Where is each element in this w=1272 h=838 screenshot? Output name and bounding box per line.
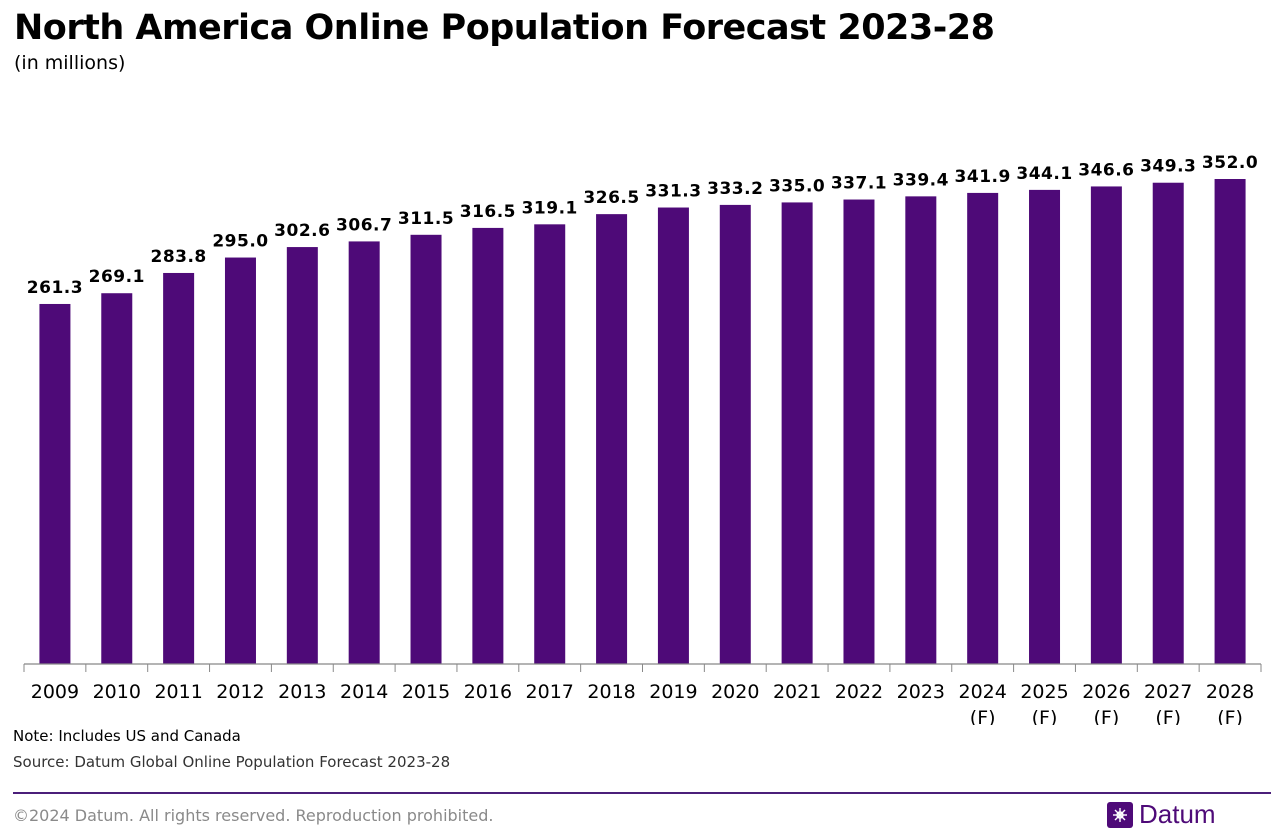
x-tick-label: 2009	[31, 681, 79, 703]
datum-logo-icon	[1107, 801, 1133, 828]
data-label: 302.6	[274, 221, 330, 241]
x-tick-label: 2014	[340, 681, 388, 703]
x-tick-label: 2025 (F)	[1020, 681, 1068, 725]
chart-subtitle: (in millions)	[14, 52, 126, 74]
x-tick-label: 2022	[835, 681, 883, 703]
data-label: 295.0	[212, 232, 268, 252]
brand-logo: Datum	[1107, 799, 1216, 830]
data-label: 283.8	[150, 247, 206, 267]
data-label: 344.1	[1016, 164, 1072, 184]
data-label: 306.7	[336, 215, 392, 235]
bar	[163, 272, 195, 664]
x-tick-label: 2024 (F)	[958, 681, 1006, 725]
x-tick-label: 2018	[587, 681, 635, 703]
x-tick-label: 2012	[216, 681, 264, 703]
bar	[410, 234, 442, 664]
chart-source: Source: Datum Global Online Population F…	[13, 753, 451, 771]
x-tick-label: 2015	[402, 681, 450, 703]
bar	[224, 257, 256, 664]
x-tick-label: 2010	[93, 681, 141, 703]
x-tick-label: 2016	[464, 681, 512, 703]
bar	[39, 303, 71, 664]
bar	[781, 202, 813, 665]
data-label: 311.5	[398, 209, 454, 229]
brand-name: Datum	[1139, 799, 1216, 829]
bar	[472, 227, 504, 665]
x-tick-label: 2011	[154, 681, 202, 703]
x-tick-label: 2027 (F)	[1144, 681, 1192, 725]
data-label: 335.0	[769, 176, 825, 196]
x-tick-label: 2023	[897, 681, 945, 703]
data-label: 341.9	[955, 167, 1011, 187]
x-tick-label: 2026 (F)	[1082, 681, 1130, 725]
x-tick-label: 2013	[278, 681, 326, 703]
bar	[286, 247, 318, 664]
bar-chart: 261.3 2009 269.1 2010 283.8 2011 295.0 2012 302.…	[23, 153, 1262, 725]
data-label: 333.2	[707, 179, 763, 199]
data-label: 261.3	[27, 278, 83, 298]
bar	[348, 241, 380, 664]
data-label: 316.5	[460, 202, 516, 222]
footer-divider	[13, 792, 1271, 794]
bar	[657, 207, 689, 664]
x-tick-label: 2020	[711, 681, 759, 703]
x-tick-label: 2028 (F)	[1206, 681, 1254, 725]
chart-note: Note: Includes US and Canada	[13, 727, 241, 745]
bar	[101, 293, 133, 664]
x-tick-label: 2019	[649, 681, 697, 703]
data-label: 326.5	[583, 188, 639, 208]
bar	[1029, 189, 1061, 664]
bar	[1152, 182, 1184, 665]
x-tick-label: 2021	[773, 681, 821, 703]
bar	[596, 214, 628, 664]
x-tick-label: 2017	[526, 681, 574, 703]
data-label: 331.3	[645, 182, 701, 202]
bar	[719, 204, 751, 664]
bar	[905, 196, 937, 665]
bar	[534, 224, 566, 664]
chart-title: North America Online Population Forecast…	[14, 8, 995, 48]
bar	[1090, 186, 1122, 664]
data-label: 346.6	[1078, 160, 1134, 180]
bar	[967, 192, 999, 664]
bar	[1214, 179, 1246, 664]
data-label: 339.4	[893, 170, 949, 190]
data-label: 352.0	[1202, 153, 1258, 173]
data-label: 337.1	[831, 174, 887, 194]
data-label: 269.1	[89, 267, 145, 287]
data-label: 349.3	[1140, 157, 1196, 177]
data-label: 319.1	[522, 198, 578, 218]
copyright-text: ©2024 Datum. All rights reserved. Reprod…	[13, 806, 494, 825]
bar	[843, 199, 875, 664]
